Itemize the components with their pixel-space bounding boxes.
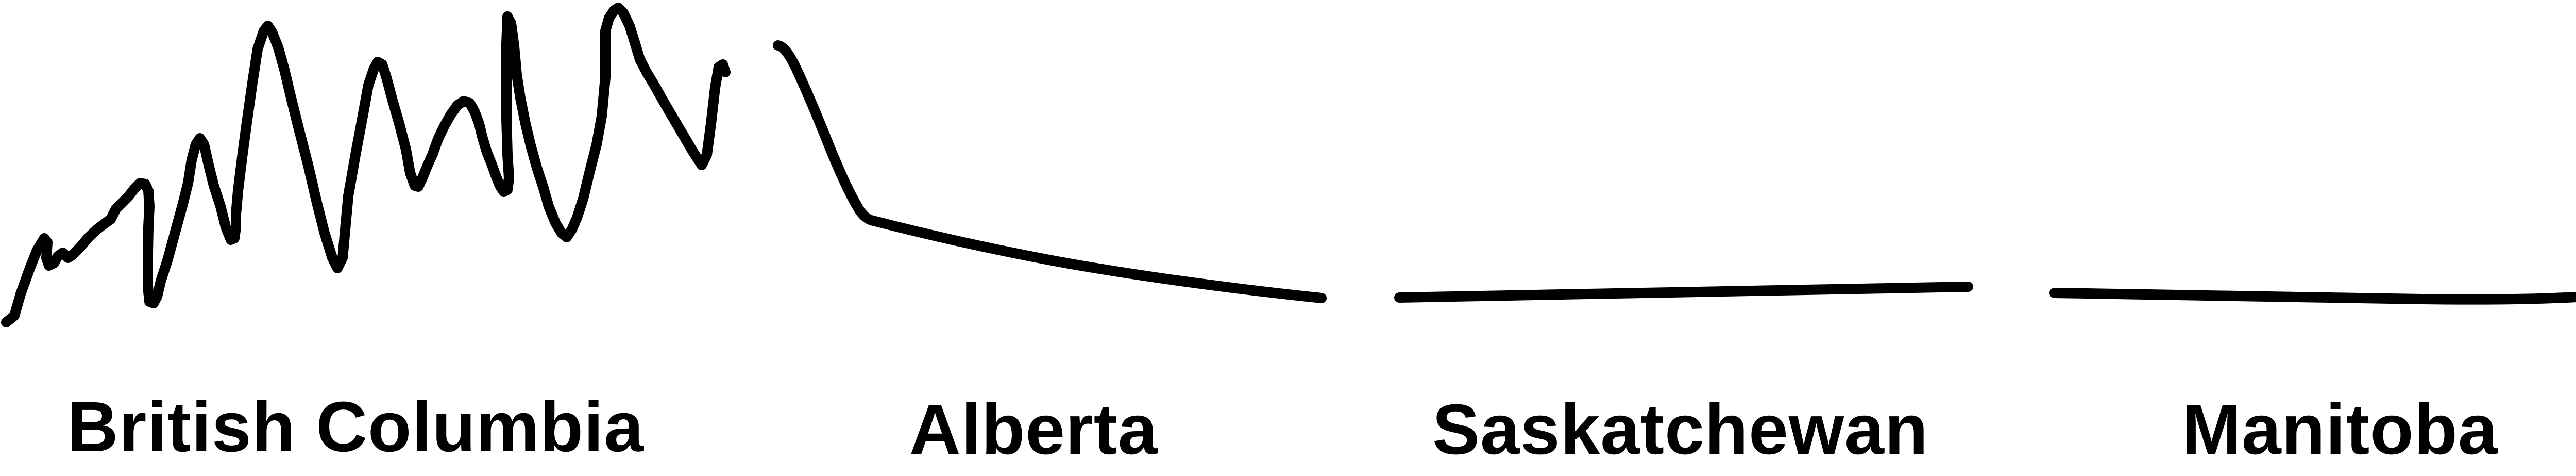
province-label-alberta: Alberta: [909, 390, 1158, 469]
manitoba-profile: [2049, 288, 2576, 305]
province-label-saskatchewan: Saskatchewan: [1432, 390, 1928, 469]
alberta-profile: [773, 40, 1327, 303]
province-label-manitoba: Manitoba: [2182, 390, 2498, 469]
province-label-british-columbia: British Columbia: [67, 387, 644, 467]
british-columbia-profile: [1, 3, 731, 327]
saskatchewan-profile: [1394, 282, 1973, 303]
